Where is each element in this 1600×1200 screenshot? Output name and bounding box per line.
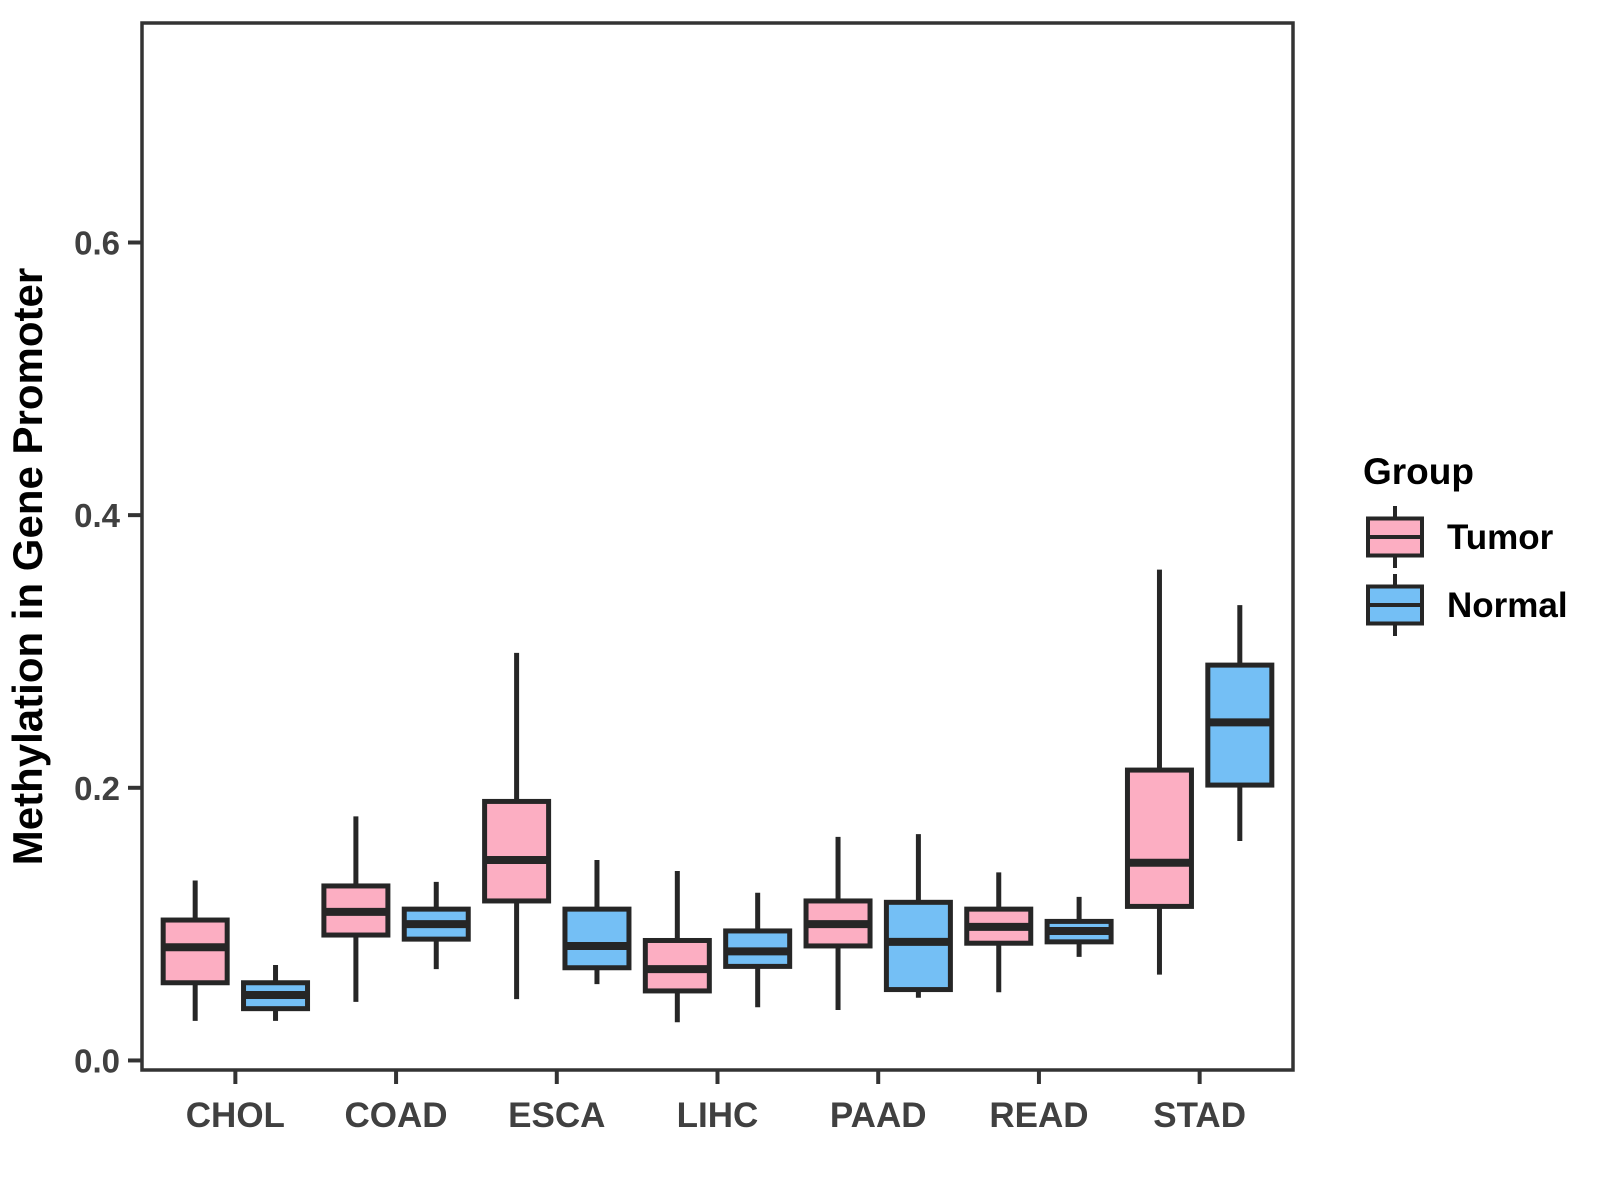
box-paad-normal xyxy=(883,899,953,993)
panel-border xyxy=(140,21,1295,1072)
x-tick-label-read: READ xyxy=(989,1096,1088,1135)
x-tick-label-lihc: LIHC xyxy=(677,1096,759,1135)
legend-label-normal: Normal xyxy=(1447,586,1568,625)
y-axis-title: Methylation in Gene Promoter xyxy=(4,268,51,865)
legend-title: Group xyxy=(1363,451,1474,492)
y-tick-label-0.4: 0.4 xyxy=(74,497,121,534)
box-chol-tumor xyxy=(160,917,230,986)
x-tick-label-coad: COAD xyxy=(345,1096,448,1135)
x-tick-label-stad: STAD xyxy=(1153,1096,1246,1135)
x-tick-label-esca: ESCA xyxy=(508,1096,605,1135)
x-tick-label-chol: CHOL xyxy=(186,1096,285,1135)
x-tick-label-paad: PAAD xyxy=(830,1096,927,1135)
legend-label-tumor: Tumor xyxy=(1447,518,1554,557)
box-esca-normal xyxy=(562,906,632,971)
y-tick-label-0.2: 0.2 xyxy=(74,770,120,807)
box-esca-tumor xyxy=(482,798,552,904)
y-tick-label-0.6: 0.6 xyxy=(74,224,120,261)
box-stad-tumor xyxy=(1124,767,1194,909)
y-tick-label-0.0: 0.0 xyxy=(74,1042,120,1079)
